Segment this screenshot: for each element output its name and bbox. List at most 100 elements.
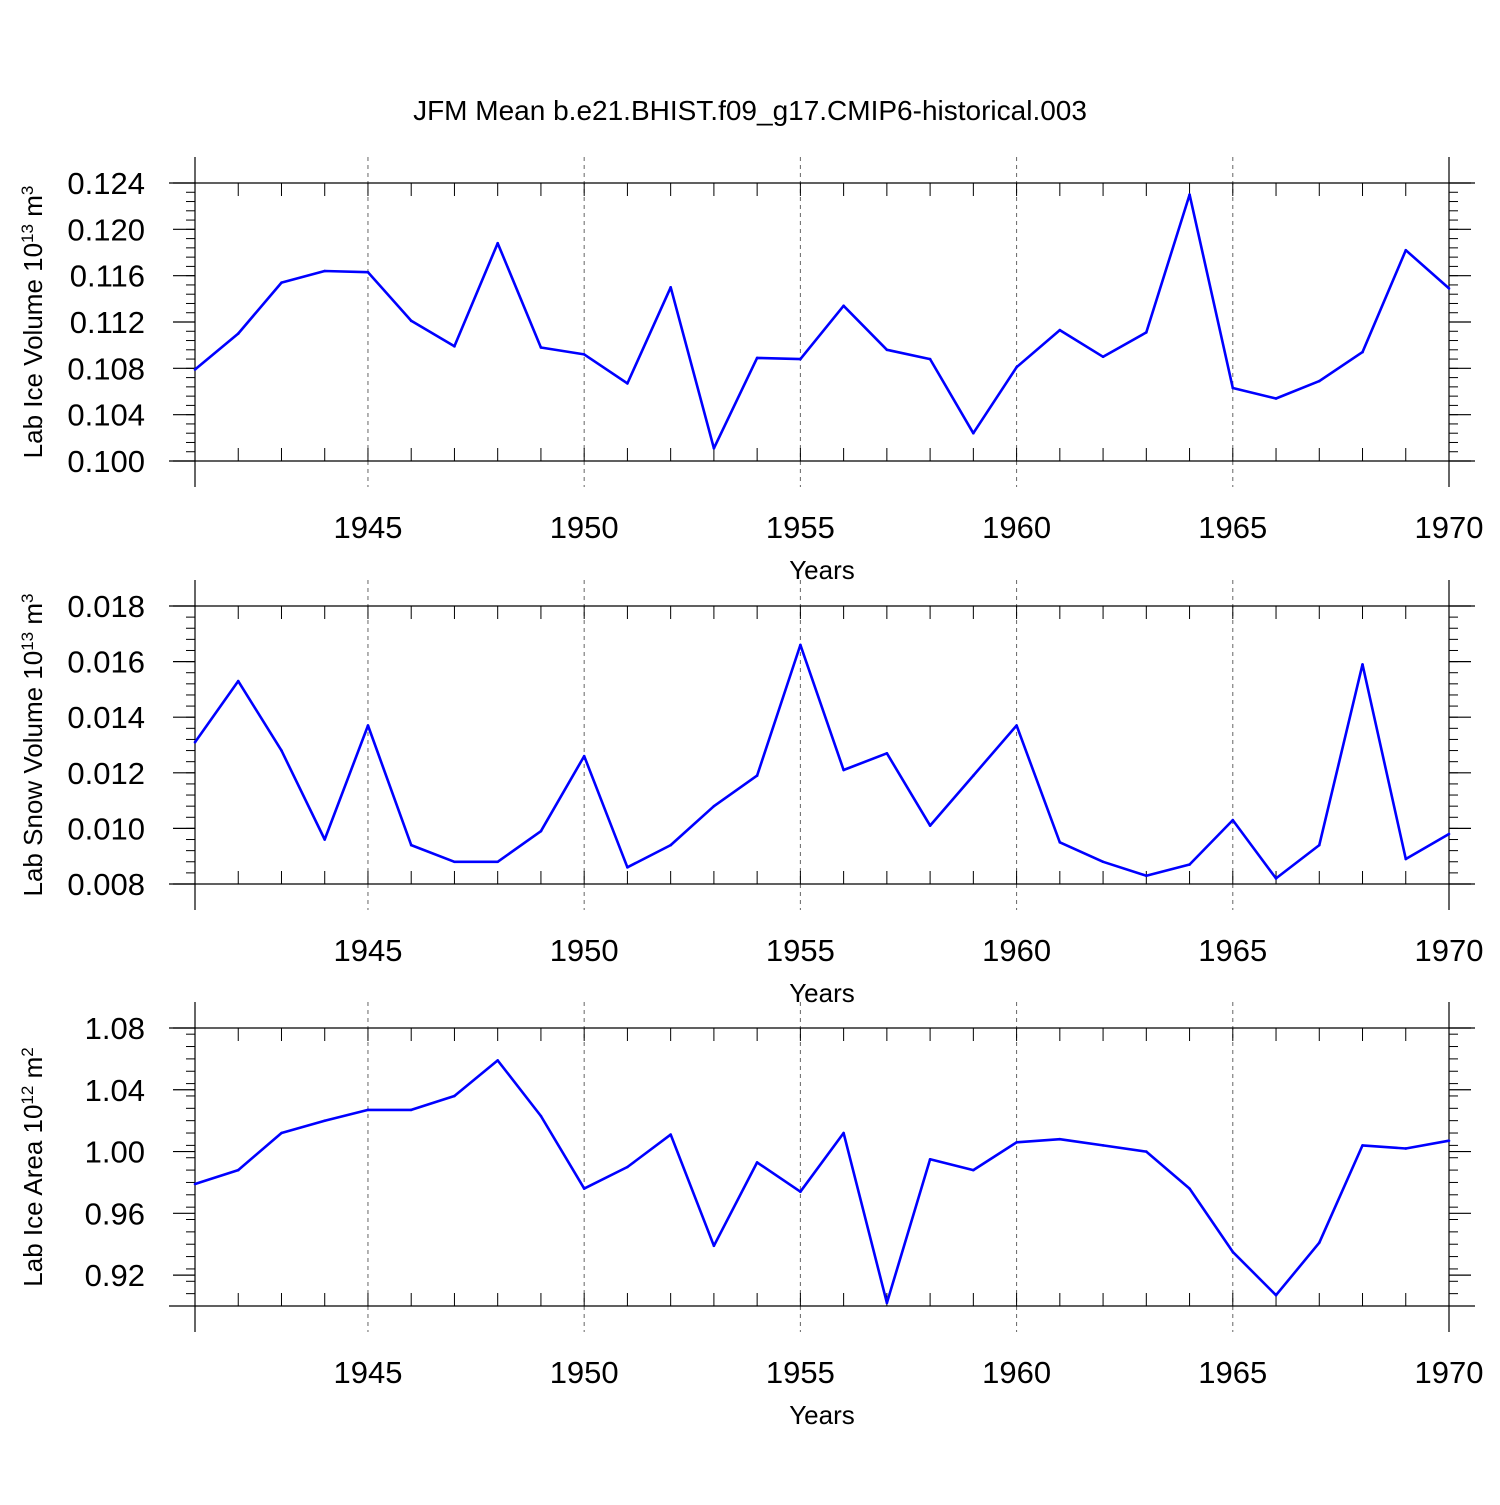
data-point xyxy=(409,1108,413,1112)
data-point xyxy=(1404,248,1408,252)
data-point xyxy=(885,348,889,352)
data-point xyxy=(1101,860,1105,864)
data-point xyxy=(842,768,845,772)
x-tick-label: 1965 xyxy=(1198,933,1267,968)
x-tick-label: 1965 xyxy=(1198,510,1267,545)
y-tick-label: 0.016 xyxy=(67,645,145,680)
y-tick-label: 0.100 xyxy=(67,444,145,479)
panel-3: 0.92 0.96 1.00 1.04 1.08 1945 1950 1955 1960 1965… xyxy=(18,1002,1484,1430)
data-point xyxy=(712,804,716,808)
data-point xyxy=(1404,1147,1408,1150)
data-point xyxy=(1361,663,1364,666)
data-point xyxy=(972,1168,975,1172)
data-point xyxy=(193,1182,197,1186)
y-tick-label: 0.120 xyxy=(67,212,145,247)
x-tick-label: 1945 xyxy=(333,1355,402,1390)
x-axis-label: Years xyxy=(789,555,855,585)
data-point xyxy=(1188,1187,1191,1190)
y-tick-label: 0.116 xyxy=(70,259,145,294)
y-tick-label: 0.108 xyxy=(67,351,145,386)
data-point xyxy=(539,829,543,833)
y-tick-label: 0.008 xyxy=(67,867,145,902)
x-tick-label: 1960 xyxy=(982,1355,1051,1390)
y-tick-label: 0.104 xyxy=(67,398,145,433)
x-tick-label: 1955 xyxy=(766,510,835,545)
data-point xyxy=(366,724,370,727)
data-point xyxy=(1015,724,1018,727)
data-point xyxy=(280,1131,283,1135)
data-point xyxy=(1447,1139,1451,1143)
data-point xyxy=(799,1190,802,1194)
x-tick-label: 1960 xyxy=(982,933,1051,968)
data-point xyxy=(496,1059,499,1062)
y-axis-label-exponent: 13 xyxy=(18,224,37,243)
data-point xyxy=(1015,1140,1018,1144)
data-point xyxy=(582,353,586,356)
y-axis-label-part: m xyxy=(18,603,48,632)
data-point xyxy=(669,1133,672,1136)
y-axis-label-exponent: 3 xyxy=(18,593,37,602)
y-tick-label: 1.04 xyxy=(85,1073,145,1108)
x-tick-label: 1970 xyxy=(1415,510,1484,545)
x-tick-label: 1955 xyxy=(766,933,835,968)
data-point xyxy=(409,319,413,323)
data-point xyxy=(842,1131,845,1135)
y-axis-label-part: m xyxy=(18,195,48,224)
y-tick-label: 0.014 xyxy=(67,700,145,735)
data-point xyxy=(928,357,932,361)
data-point xyxy=(323,838,327,841)
data-point xyxy=(1188,863,1191,866)
series-line xyxy=(193,643,1450,880)
data-point xyxy=(842,304,845,308)
data-point xyxy=(453,345,456,348)
data-point xyxy=(1447,287,1451,290)
data-point xyxy=(712,1244,716,1248)
data-point xyxy=(755,356,759,360)
data-point xyxy=(453,860,456,864)
x-axis-label: Years xyxy=(789,978,855,1008)
x-tick-label: 1965 xyxy=(1198,1355,1267,1390)
x-tick-label: 1970 xyxy=(1415,1355,1484,1390)
y-tick-label: 0.124 xyxy=(67,166,145,201)
data-point xyxy=(928,824,932,827)
data-point xyxy=(1317,379,1321,383)
x-tick-label: 1960 xyxy=(982,510,1051,545)
data-point xyxy=(1058,328,1062,332)
y-axis-label-part: Lab Snow Volume 10 xyxy=(18,651,48,897)
data-point xyxy=(885,752,889,755)
x-axis-label: Years xyxy=(789,1400,855,1430)
data-point xyxy=(280,281,283,284)
x-tick-label: 1950 xyxy=(550,1355,619,1390)
data-point xyxy=(1231,1250,1235,1254)
y-axis-label-exponent: 13 xyxy=(18,632,37,651)
data-point xyxy=(885,1301,889,1305)
data-point xyxy=(755,774,759,777)
data-point xyxy=(496,241,499,245)
data-point xyxy=(236,679,240,683)
data-point xyxy=(799,357,802,361)
y-axis-label-part: m xyxy=(18,1057,48,1086)
data-point xyxy=(193,740,197,744)
y-axis-label-part: Lab Ice Volume 10 xyxy=(18,243,48,458)
y-tick-label: 0.112 xyxy=(70,305,145,340)
x-tick-label: 1955 xyxy=(766,1355,835,1390)
data-point xyxy=(1188,193,1191,196)
data-point xyxy=(1361,1144,1364,1147)
data-point xyxy=(1231,386,1235,390)
data-point xyxy=(626,866,629,869)
data-point xyxy=(1145,874,1148,877)
data-point xyxy=(582,1187,586,1190)
x-tick-label: 1950 xyxy=(550,510,619,545)
y-tick-label: 0.92 xyxy=(85,1258,145,1293)
data-point xyxy=(366,1108,370,1112)
figure-title: JFM Mean b.e21.BHIST.f09_g17.CMIP6-histo… xyxy=(413,95,1087,126)
x-tick-label: 1970 xyxy=(1415,933,1484,968)
data-point xyxy=(539,346,543,349)
data-point xyxy=(1145,1150,1148,1153)
data-point xyxy=(1274,397,1278,400)
panel-2: 0.008 0.010 0.012 0.014 0.016 0.018 1945 1950 19… xyxy=(18,580,1484,1008)
data-point xyxy=(1404,857,1408,861)
data-point xyxy=(409,843,413,847)
y-axis-label-exponent: 12 xyxy=(18,1086,37,1105)
